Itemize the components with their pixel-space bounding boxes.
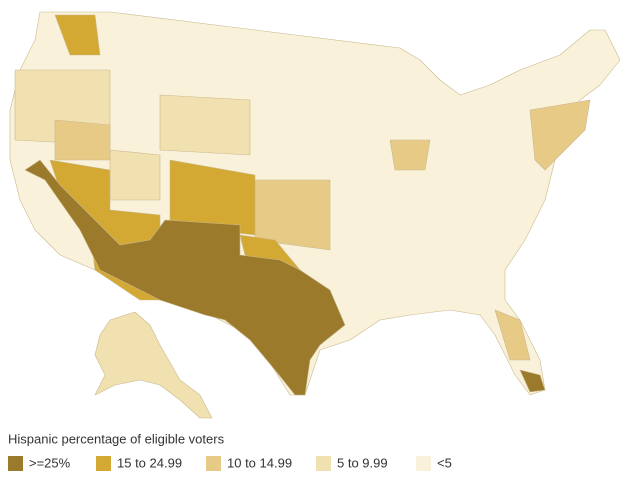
chicago — [389, 139, 431, 171]
southwest — [24, 159, 346, 396]
florida-south — [519, 369, 546, 393]
legend-swatch — [96, 456, 111, 471]
alaska — [94, 311, 213, 419]
legend: >=25% 15 to 24.99 10 to 14.99 5 to 9.99 <5 — [8, 455, 452, 471]
legend-label: 10 to 14.99 — [227, 455, 292, 470]
northeast — [529, 99, 591, 171]
colorado — [169, 159, 256, 236]
legend-swatch — [8, 456, 23, 471]
legend-title: Hispanic percentage of eligible voters — [8, 431, 225, 446]
legend-label: <5 — [437, 455, 452, 470]
utah — [109, 149, 161, 201]
oregon-east — [54, 119, 111, 161]
legend-label: 15 to 24.99 — [117, 455, 182, 470]
regions — [9, 11, 621, 419]
legend-label: 5 to 9.99 — [337, 455, 388, 470]
washington — [54, 14, 101, 56]
legend-swatch — [316, 456, 331, 471]
florida-central — [494, 309, 531, 361]
wyoming — [159, 94, 251, 156]
legend-swatch — [416, 456, 431, 471]
legend-label: >=25% — [29, 455, 71, 470]
legend-swatch — [206, 456, 221, 471]
